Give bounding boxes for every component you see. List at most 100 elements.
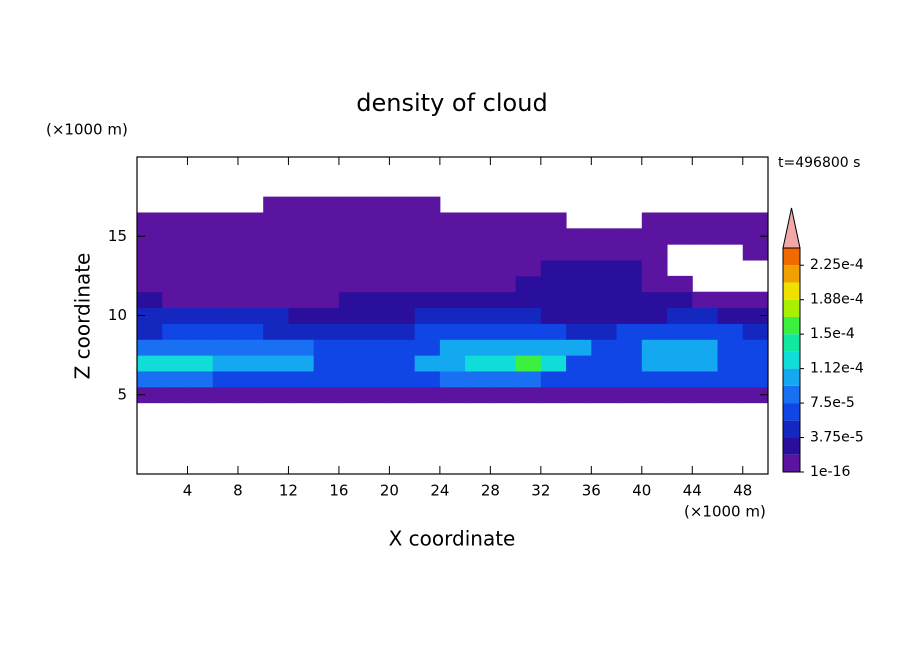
colorbar-band — [783, 437, 800, 455]
y-axis-label: Z coordinate — [71, 253, 95, 380]
field-cell — [237, 275, 264, 293]
field-cell — [414, 370, 441, 388]
field-cell — [641, 339, 668, 356]
field-cell — [641, 212, 668, 229]
field-cell — [389, 260, 416, 277]
field-cell — [490, 228, 517, 245]
field-cell — [566, 275, 592, 293]
field-cell — [616, 323, 643, 340]
field-cell — [288, 323, 315, 340]
field-cell — [212, 370, 239, 388]
field-cell — [162, 307, 188, 324]
field-cell — [616, 260, 643, 277]
x-tick-label: 20 — [380, 482, 399, 500]
field-cell — [465, 370, 491, 388]
field-cell — [414, 291, 441, 309]
field-cell — [490, 275, 517, 293]
field-cell — [439, 339, 466, 356]
field-cell — [515, 339, 542, 356]
field-cell — [566, 307, 592, 324]
field-cell — [162, 355, 188, 372]
field-cell — [566, 291, 592, 309]
field-cell — [515, 212, 542, 229]
field-cell — [540, 260, 567, 277]
x-tick-label: 28 — [481, 482, 500, 500]
field-cell — [187, 386, 214, 404]
field-cell — [490, 370, 517, 388]
field-cell — [540, 307, 567, 324]
field-cell — [439, 228, 466, 245]
field-cell — [212, 228, 239, 245]
field-cell — [465, 244, 491, 261]
field-cell — [667, 275, 693, 293]
colorbar-band — [783, 420, 800, 438]
field-cell — [338, 307, 365, 324]
field-cell — [667, 355, 693, 372]
field-cell — [187, 260, 214, 277]
field-cell — [212, 260, 239, 277]
colorbar-band — [783, 351, 800, 369]
field-cell — [338, 370, 365, 388]
field-cell — [591, 275, 618, 293]
colorbar-band — [783, 316, 800, 335]
field-cell — [742, 386, 769, 404]
field-cell — [490, 386, 517, 404]
field-cell — [187, 244, 214, 261]
field-cell — [515, 386, 542, 404]
x-tick-label: 12 — [279, 482, 298, 500]
x-unit: (×1000 m) — [684, 503, 766, 521]
field-cell — [338, 339, 365, 356]
field-cell — [313, 307, 340, 324]
field-cell — [692, 323, 719, 340]
field-cell — [237, 339, 264, 356]
field-cell — [641, 355, 668, 372]
colorbar-frame — [782, 247, 801, 473]
field-cell — [667, 228, 693, 245]
field-cell — [364, 370, 390, 388]
field-cell — [364, 355, 390, 372]
colorbar-label: 1.88e-4 — [810, 292, 864, 308]
field-cell — [389, 355, 416, 372]
field-cell — [540, 275, 567, 293]
field-cell — [263, 386, 289, 404]
field-cell — [313, 260, 340, 277]
field-cell — [212, 212, 239, 229]
field-cell — [414, 323, 441, 340]
field-cell — [364, 307, 390, 324]
field-cell — [212, 323, 239, 340]
field-cell — [137, 355, 163, 372]
colorbar-label: 7.5e-5 — [810, 395, 855, 411]
colorbar-label: 3.75e-5 — [810, 430, 864, 446]
field-cell — [313, 196, 340, 213]
field-cell — [364, 228, 390, 245]
field-cell — [414, 228, 441, 245]
field-cell — [692, 307, 719, 324]
field-cell — [237, 323, 264, 340]
field-cell — [515, 260, 542, 277]
chart-title: density of cloud — [356, 89, 547, 117]
field-cell — [414, 339, 441, 356]
field-cell — [263, 291, 289, 309]
field-cell — [237, 291, 264, 309]
field-cell — [641, 275, 668, 293]
field-cell — [288, 275, 315, 293]
x-axis-label: X coordinate — [389, 527, 516, 551]
field-cell — [591, 228, 618, 245]
field-cell — [717, 355, 744, 372]
field-cell — [641, 386, 668, 404]
field-cell — [237, 228, 264, 245]
field-cell — [742, 370, 769, 388]
field-cell — [515, 244, 542, 261]
field-cell — [667, 291, 693, 309]
field-cell — [364, 323, 390, 340]
field-cell — [313, 212, 340, 229]
x-tick-label: 48 — [733, 482, 752, 500]
field-cell — [414, 386, 441, 404]
field-cell — [439, 275, 466, 293]
field-cell — [742, 291, 769, 309]
colorbar-band — [783, 368, 800, 386]
field-cell — [465, 275, 491, 293]
field-cell — [137, 291, 163, 309]
x-tick-label: 4 — [183, 482, 193, 500]
field-cell — [389, 370, 416, 388]
